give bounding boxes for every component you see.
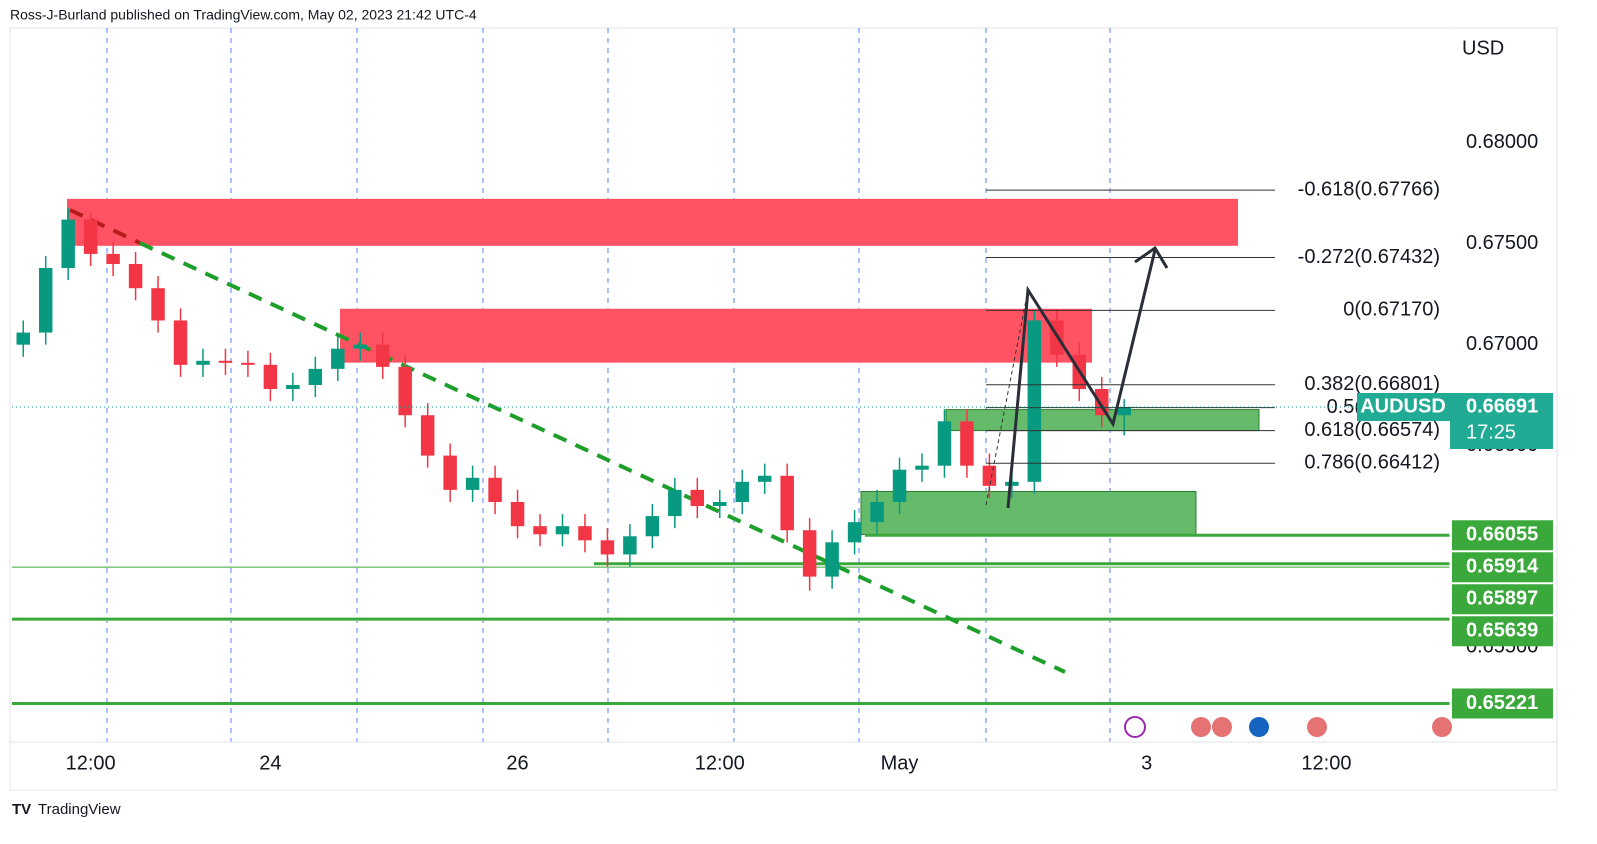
candle-body [398,366,412,416]
candle-body [1117,406,1131,416]
price-tag-label: 0.65639 [1466,620,1538,642]
candle-body [218,360,233,363]
brand: TradingView [38,801,121,818]
last-price-tag [1450,392,1553,449]
candle-body [375,344,390,367]
candle-body [420,415,435,456]
candle-body [1027,320,1042,482]
candle-body [1094,389,1109,416]
x-tick-label: 12:00 [66,752,116,774]
price-tag-label: 0.65914 [1466,556,1539,578]
candle-body [83,219,98,254]
candle-body [982,465,997,486]
candle-body [668,489,682,517]
price-tag [1452,552,1553,583]
price-tag-label: 0.65897 [1466,588,1538,610]
candle-body [196,360,210,365]
x-tick-label: May [881,752,919,774]
price-tag [1452,688,1553,719]
event-icons [1124,716,1452,738]
candle-body [16,332,30,345]
candle-body [488,477,502,502]
axis-layer: 0.655000.665000.670000.675000.6800012:00… [66,131,1553,774]
x-tick-label: 24 [259,752,281,774]
candle-body [578,526,592,541]
publish-info: Ross-J-Burland published on TradingView.… [10,7,477,23]
time-grid [106,28,1111,742]
price-tag [1452,520,1553,551]
price-tag [1452,584,1553,615]
y-tick-label: 0.67000 [1466,333,1538,355]
candle-body [173,320,188,365]
fib-label: 0.382(0.66801) [1304,373,1440,395]
candle-body [645,516,660,537]
candle-body [600,540,615,555]
candle-body [757,475,772,482]
candle-body [892,469,907,502]
candle-body [802,530,817,577]
projection [985,245,1169,509]
overlay-layer: -0.618(0.67766) -0.272(0.67432) 0(0.67170)… [12,178,1450,474]
candle-body [510,501,525,527]
resistance-zone [67,198,1238,246]
candle-body [1005,481,1019,486]
support-zone [860,490,1197,535]
candle-body [308,368,323,385]
x-tick-label: 3 [1141,752,1152,774]
countdown-label: 17:25 [1466,421,1516,443]
x-tick-label: 12:00 [1301,752,1351,774]
x-tick-label: 26 [506,752,528,774]
candle-body [286,385,300,390]
candle-body [443,455,457,490]
resistance-zone [340,308,1092,363]
chart-frame [9,27,1558,791]
candle-body [825,542,839,577]
symbol-tag-label: AUDUSD [1360,395,1446,417]
candle-body [61,219,75,269]
fib-label: 0.786(0.66412) [1304,452,1440,474]
candle-body [870,501,884,523]
currency: USD [1462,37,1504,59]
candles-layer [16,207,1131,591]
candle-body [915,465,929,470]
candle-body [128,263,143,289]
candle-body [847,522,862,543]
candle-body [735,481,749,502]
price-tag [1452,616,1553,647]
fib-label: 0(0.67170) [1343,299,1440,321]
candle-body [960,421,974,466]
y-tick-label: 0.68000 [1466,131,1538,153]
candle-body [533,526,547,535]
candle-body [241,362,255,365]
candle-body [937,421,952,466]
candle-body [555,526,570,535]
fib-label: 0.618(0.66574) [1304,419,1440,441]
trendline [69,208,1066,674]
candle-body [780,475,794,531]
y-tick-label: 0.67500 [1466,232,1538,254]
zones-layer [12,198,1450,705]
candle-body [263,364,278,390]
last-price-label: 0.66691 [1466,395,1538,417]
candle-body [465,477,480,490]
symbol-tag [1357,392,1450,421]
brand-logo: TV [12,801,31,818]
candle-body [106,253,120,264]
price-tag-label: 0.65221 [1466,692,1538,714]
candle-body [713,501,727,507]
candle-body [38,268,53,333]
candle-body [690,489,705,507]
candle-body [353,344,368,349]
price-tag-label: 0.66055 [1466,524,1538,546]
x-tick-label: 12:00 [695,752,745,774]
candle-body [151,288,165,321]
fib-label: -0.618(0.67766) [1298,178,1440,200]
candle-body [331,348,345,369]
fib-label: -0.272(0.67432) [1298,246,1440,268]
candle-body [623,536,637,555]
